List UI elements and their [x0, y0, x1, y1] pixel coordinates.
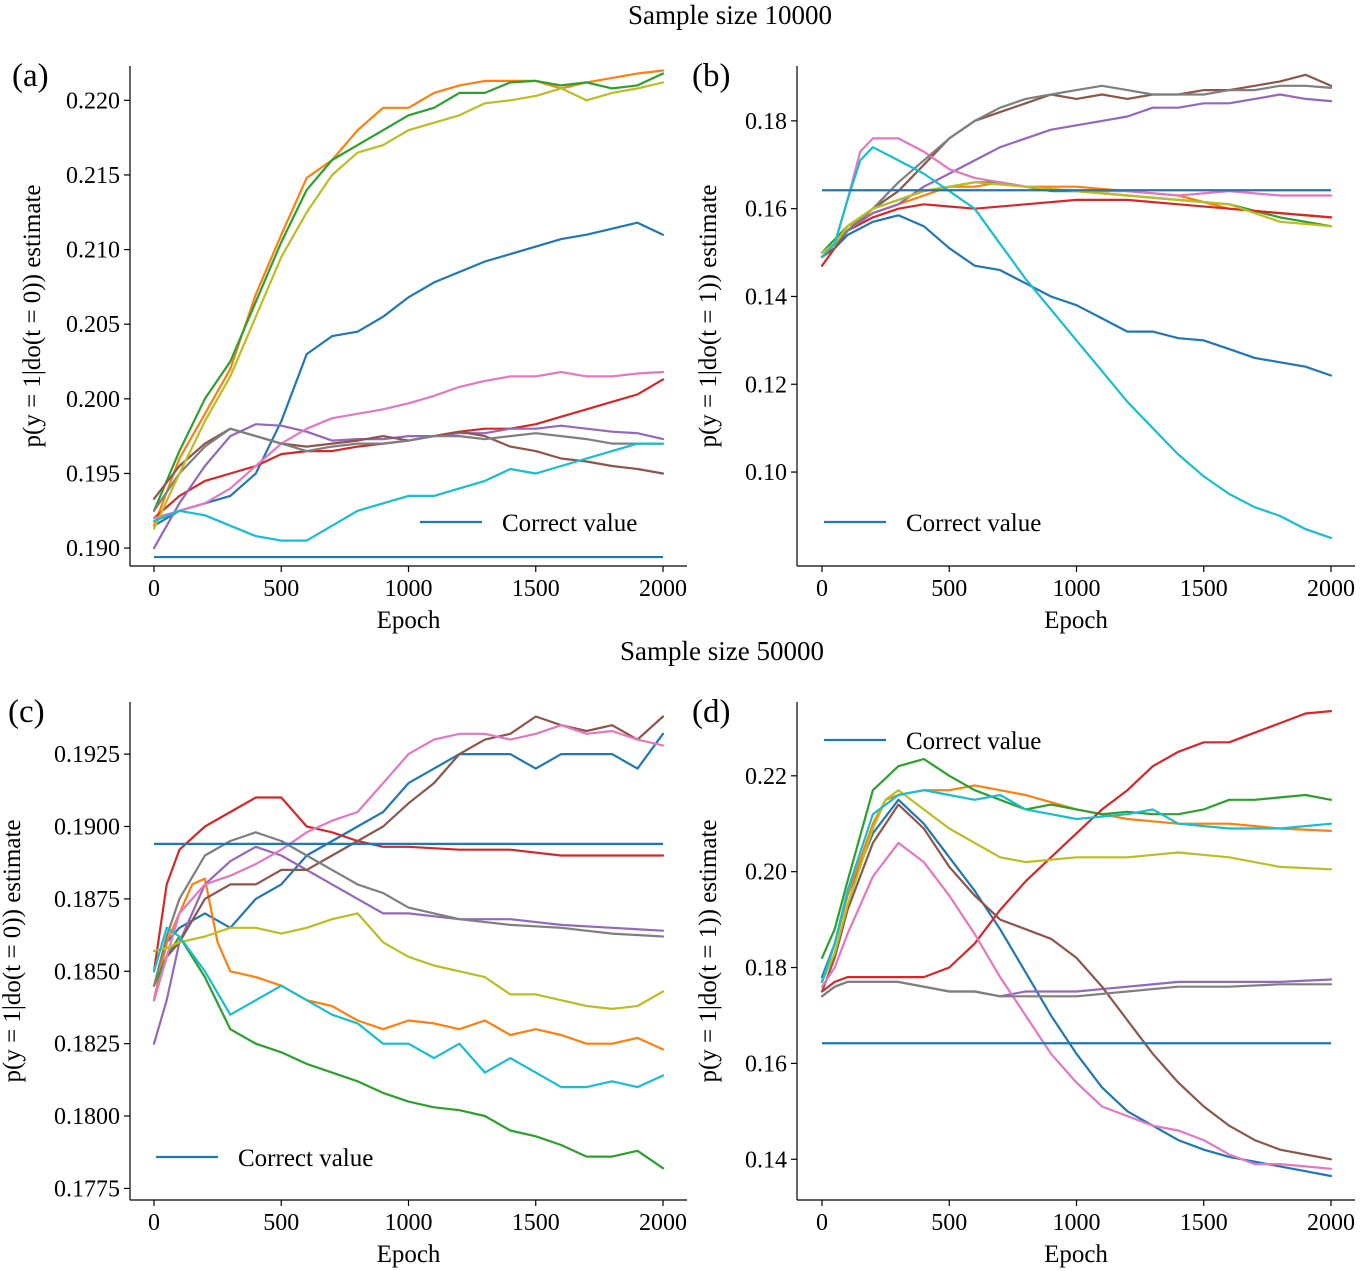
x-tick-label: 2000 — [639, 576, 687, 602]
y-tick-label: 0.210 — [66, 238, 120, 264]
y-tick-label: 0.10 — [745, 460, 787, 486]
x-tick-label: 1500 — [512, 1210, 560, 1236]
y-axis-label: p(y = 1|do(t = 0)) estimate — [0, 819, 26, 1082]
panel-label: (d) — [692, 694, 730, 730]
y-tick-label: 0.16 — [745, 197, 787, 223]
x-tick-label: 1000 — [385, 576, 433, 602]
series-line-1 — [820, 214, 1333, 377]
series-line-6 — [820, 73, 1333, 259]
panel-label: (a) — [12, 58, 49, 94]
y-tick-label: 0.12 — [745, 372, 787, 398]
y-tick-label: 0.16 — [745, 1051, 787, 1077]
series-line-5 — [152, 845, 665, 1045]
series-line-10 — [152, 442, 665, 542]
y-tick-label: 0.1900 — [54, 815, 120, 841]
y-tick-label: 0.190 — [66, 536, 120, 562]
x-tick-label: 2000 — [1307, 576, 1355, 602]
x-tick-label: 0 — [148, 576, 160, 602]
y-tick-label: 0.1825 — [54, 1032, 120, 1058]
panel-b: (b) 0 500 1000 1500 2000 0.10 0.12 0.14 0.16 0.18 E… — [692, 58, 1355, 634]
x-tick-label: 500 — [931, 1210, 967, 1236]
panel-label: (b) — [692, 58, 730, 94]
series-line-5 — [820, 93, 1333, 254]
series-line-1 — [152, 221, 665, 527]
y-tick-label: 0.1775 — [54, 1176, 120, 1202]
series-line-8 — [152, 831, 665, 987]
series-line-7 — [152, 724, 665, 1002]
series-line-7 — [820, 137, 1333, 254]
series-line-2 — [152, 877, 665, 1051]
x-tick-label: 0 — [148, 1210, 160, 1236]
y-tick-label: 0.220 — [66, 88, 120, 114]
x-axis-label: Epoch — [1044, 607, 1108, 634]
series-line-3 — [152, 72, 665, 512]
x-tick-label: 0 — [816, 576, 828, 602]
x-tick-label: 1500 — [1180, 1210, 1228, 1236]
series-line-7 — [152, 370, 665, 520]
y-tick-label: 0.200 — [66, 387, 120, 413]
series-line-9 — [820, 789, 1333, 984]
x-tick-label: 1500 — [512, 576, 560, 602]
x-tick-label: 1000 — [385, 1210, 433, 1236]
x-tick-label: 1500 — [1180, 576, 1228, 602]
x-tick-label: 1000 — [1053, 1210, 1101, 1236]
y-tick-label: 0.20 — [745, 860, 787, 886]
row-title-top: Sample size 10000 — [628, 0, 832, 30]
panel-c: (c) 0 500 1000 1500 2000 0.1775 0.1800 0.1825 0.1… — [0, 694, 687, 1268]
y-tick-label: 0.18 — [745, 109, 787, 135]
y-tick-label: 0.1800 — [54, 1104, 120, 1130]
legend-label: Correct value — [906, 510, 1041, 537]
y-tick-label: 0.215 — [66, 163, 120, 189]
series-line-6 — [820, 803, 1333, 1161]
series-line-10 — [152, 926, 665, 1089]
series-line-4 — [152, 378, 665, 520]
x-tick-label: 500 — [263, 1210, 299, 1236]
y-tick-label: 0.205 — [66, 312, 120, 338]
x-tick-label: 2000 — [639, 1210, 687, 1236]
x-tick-label: 500 — [263, 576, 299, 602]
series-line-10 — [820, 146, 1333, 540]
x-tick-label: 2000 — [1307, 1210, 1355, 1236]
series-line-8 — [820, 84, 1333, 254]
y-tick-label: 0.1925 — [54, 742, 120, 768]
legend-label: Correct value — [502, 510, 637, 537]
series-line-8 — [820, 980, 1333, 998]
y-axis-label: p(y = 1|do(t = 1)) estimate — [695, 819, 722, 1082]
panel-a: (a) 0 500 1000 1500 2000 0.190 0.195 0.200 0.205 0… — [12, 58, 687, 634]
series-line-9 — [820, 181, 1333, 254]
series-line-4 — [820, 709, 1333, 993]
y-axis-label: p(y = 1|do(t = 1)) estimate — [695, 184, 722, 447]
x-tick-label: 500 — [931, 576, 967, 602]
panel-label: (c) — [8, 694, 45, 730]
x-axis-label: Epoch — [377, 1241, 441, 1268]
x-tick-label: 1000 — [1053, 576, 1101, 602]
legend-label: Correct value — [238, 1145, 373, 1172]
row-title-bottom: Sample size 50000 — [620, 636, 824, 666]
series-line-3 — [152, 935, 665, 1170]
series-line-6 — [152, 715, 665, 1002]
series-line-3 — [820, 757, 1333, 960]
y-tick-label: 0.14 — [745, 1147, 787, 1173]
x-axis-label: Epoch — [1044, 1241, 1108, 1268]
series-line-1 — [152, 732, 665, 1002]
y-tick-label: 0.14 — [745, 284, 787, 310]
x-axis-label: Epoch — [377, 607, 441, 634]
y-tick-label: 0.1850 — [54, 959, 120, 985]
y-tick-label: 0.18 — [745, 956, 787, 982]
y-tick-label: 0.22 — [745, 764, 787, 790]
series-line-9 — [152, 912, 665, 1011]
series-line-10 — [820, 789, 1333, 984]
y-tick-label: 0.1875 — [54, 887, 120, 913]
series-line-8 — [152, 427, 665, 512]
series-line-2 — [820, 784, 1333, 984]
x-tick-label: 0 — [816, 1210, 828, 1236]
legend-label: Correct value — [906, 728, 1041, 755]
series-line-4 — [152, 796, 665, 973]
panel-d: (d) 0 500 1000 1500 2000 0.14 0.16 0.18 0.20 0.22 E… — [692, 694, 1355, 1268]
series-line-9 — [152, 81, 665, 530]
series-line-7 — [820, 841, 1333, 1170]
y-axis-label: p(y = 1|do(t = 0)) estimate — [19, 184, 46, 447]
y-tick-label: 0.195 — [66, 461, 120, 487]
